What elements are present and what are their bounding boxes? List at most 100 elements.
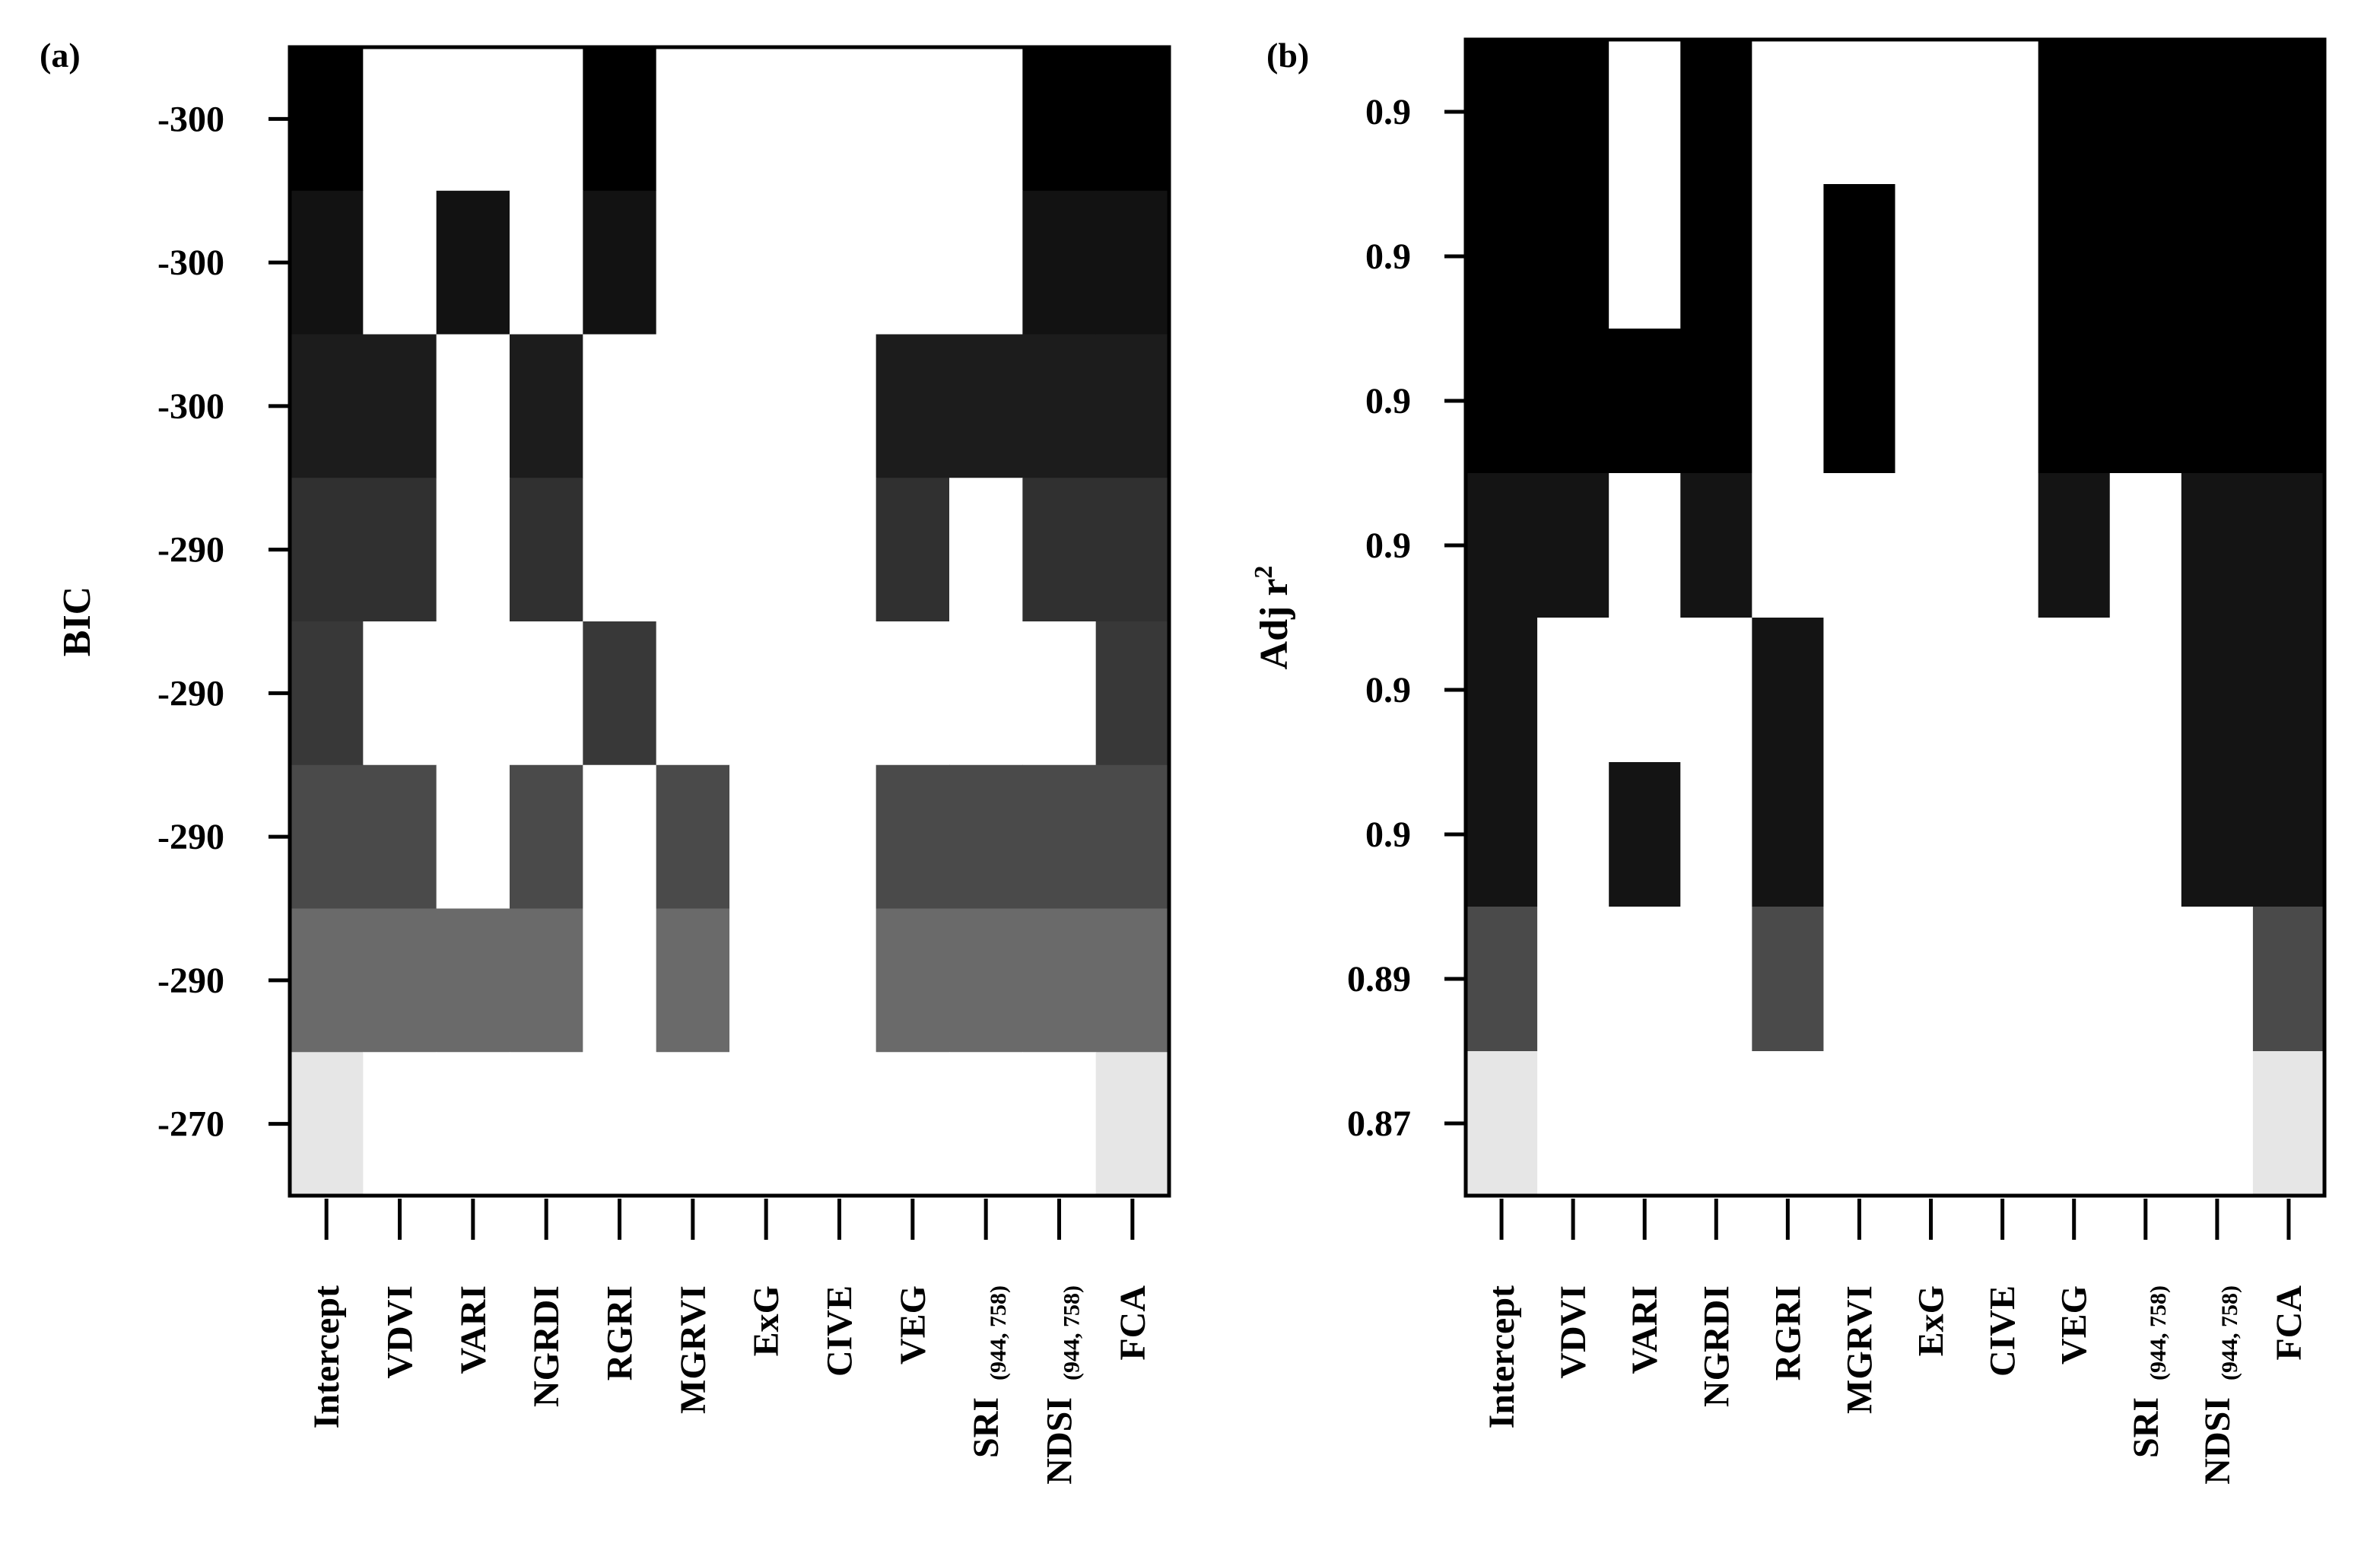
heatmap-cell xyxy=(1609,40,1681,185)
heatmap-cell xyxy=(2181,40,2254,185)
heatmap-cell xyxy=(2252,762,2325,907)
heatmap-cell xyxy=(1895,907,1968,1052)
heatmap-cell xyxy=(290,47,364,192)
heatmap-cell xyxy=(1022,1052,1097,1196)
x-tick-subscript-spacer xyxy=(966,1380,1006,1390)
heatmap-cell xyxy=(1680,40,1752,185)
heatmap-cell xyxy=(1680,762,1752,907)
heatmap-cell xyxy=(2109,473,2182,618)
heatmap-cell xyxy=(802,334,877,478)
heatmap-cell xyxy=(363,478,437,622)
heatmap-cell xyxy=(1966,473,2039,618)
heatmap-cell xyxy=(1680,473,1752,618)
heatmap-cell xyxy=(1823,618,1896,763)
heatmap-cell xyxy=(290,1052,364,1196)
heatmap-cell xyxy=(729,1052,803,1196)
x-tick-label: NGRDI xyxy=(526,1285,567,1407)
heatmap-cell xyxy=(875,764,950,910)
heatmap-cell xyxy=(2038,618,2111,763)
heatmap-cell xyxy=(1966,618,2039,763)
heatmap-cell xyxy=(1537,184,1609,329)
x-tick-name: ExG xyxy=(746,1285,786,1356)
heatmap-cell xyxy=(436,621,510,766)
x-tick-name: VARI xyxy=(453,1285,494,1374)
heatmap-cell xyxy=(510,908,583,1053)
heatmap-cell xyxy=(875,334,950,478)
heatmap-cell xyxy=(949,334,1023,478)
heatmap-cell xyxy=(1022,621,1097,766)
heatmap-cell xyxy=(363,1052,437,1196)
x-tick-label: CIVE xyxy=(820,1285,860,1377)
panel-b: 0.9 0.9 0.9 0.9 0.9 0.9 0.89 0.87 Intercept VDVI V… xyxy=(1250,36,2327,1485)
heatmap-cell xyxy=(1680,1051,1752,1196)
heatmap-cell xyxy=(1095,764,1170,910)
heatmap-cell xyxy=(436,1052,510,1196)
x-tick-name: SRI xyxy=(966,1397,1006,1458)
x-tick-label: MGRVI xyxy=(673,1285,713,1414)
heatmap-cell xyxy=(363,908,437,1053)
heatmap-cell xyxy=(2252,1051,2325,1196)
heatmap-cell xyxy=(1609,618,1681,763)
heatmap-cell xyxy=(1680,907,1752,1052)
y-tick-label: 0.9 xyxy=(1365,526,1411,566)
heatmap-cell xyxy=(2252,907,2325,1052)
y-tick-label: 0.87 xyxy=(1347,1104,1411,1144)
x-tick-label: RGRI xyxy=(600,1285,640,1380)
heatmap-cell xyxy=(1823,184,1896,329)
heatmap-cell xyxy=(1680,618,1752,763)
heatmap-cell xyxy=(2109,618,2182,763)
heatmap-cell xyxy=(2038,473,2111,618)
x-tick-name: NDSI xyxy=(2197,1397,2238,1485)
heatmap-cell xyxy=(2181,184,2254,329)
heatmap-cell xyxy=(1752,762,1825,907)
heatmap-cell xyxy=(656,764,730,910)
heatmap-cell xyxy=(1466,618,1538,763)
heatmap-cell xyxy=(1609,1051,1681,1196)
x-tick-label: FCA xyxy=(2269,1285,2309,1361)
y-tick-label: -270 xyxy=(157,1104,224,1145)
heatmap-cell xyxy=(2109,40,2182,185)
heatmap-cell xyxy=(656,1052,730,1196)
heatmap-cell xyxy=(2109,762,2182,907)
y-tick-label: -290 xyxy=(157,817,224,857)
heatmap-cell xyxy=(1022,47,1097,192)
heatmap-cell xyxy=(583,621,657,766)
heatmap-cell xyxy=(290,621,364,766)
heatmap-cell xyxy=(1095,190,1170,335)
y-tick-label: -300 xyxy=(157,243,224,283)
x-tick-subscript: (944, 758) xyxy=(986,1285,1011,1380)
heatmap-cell xyxy=(2038,907,2111,1052)
heatmap-cell xyxy=(363,334,437,478)
panel-a: -300 -300 -300 -290 -290 -290 -290 -270 Intercep… xyxy=(40,36,1171,1485)
heatmap-cell xyxy=(1752,184,1825,329)
heatmap-cell xyxy=(1895,1051,1968,1196)
heatmap-cell xyxy=(729,334,803,478)
heatmap-cell xyxy=(1895,473,1968,618)
heatmap-cell xyxy=(510,190,583,335)
heatmap-cell xyxy=(2109,184,2182,329)
y-axis-label-text: BIC xyxy=(56,586,99,656)
heatmap-cell xyxy=(510,334,583,478)
x-tick-label: VARI xyxy=(453,1285,494,1374)
heatmap-cell xyxy=(656,334,730,478)
heatmap-cell xyxy=(656,47,730,192)
heatmap-cell xyxy=(802,621,877,766)
heatmap-cell xyxy=(583,478,657,622)
heatmap-cell xyxy=(2109,329,2182,474)
heatmap-cell xyxy=(875,190,950,335)
heatmap-cell xyxy=(2181,329,2254,474)
heatmap-cell xyxy=(2109,1051,2182,1196)
x-tick-name: ExG xyxy=(1911,1285,1952,1356)
x-tick-label: CIVE xyxy=(1983,1285,2023,1377)
heatmap-cell xyxy=(802,190,877,335)
heatmap-cell xyxy=(1823,762,1896,907)
heatmap-cell xyxy=(1466,184,1538,329)
x-tick-subscript-spacer xyxy=(2197,1380,2238,1390)
x-tick-label: NDSI (944, 758) xyxy=(2197,1285,2242,1485)
y-tick-label: 0.89 xyxy=(1347,959,1411,999)
heatmap-cell xyxy=(1537,329,1609,474)
heatmap-cell xyxy=(1537,762,1609,907)
heatmap-cell xyxy=(2252,184,2325,329)
heatmap-cell xyxy=(1537,1051,1609,1196)
heatmap-cell xyxy=(729,47,803,192)
